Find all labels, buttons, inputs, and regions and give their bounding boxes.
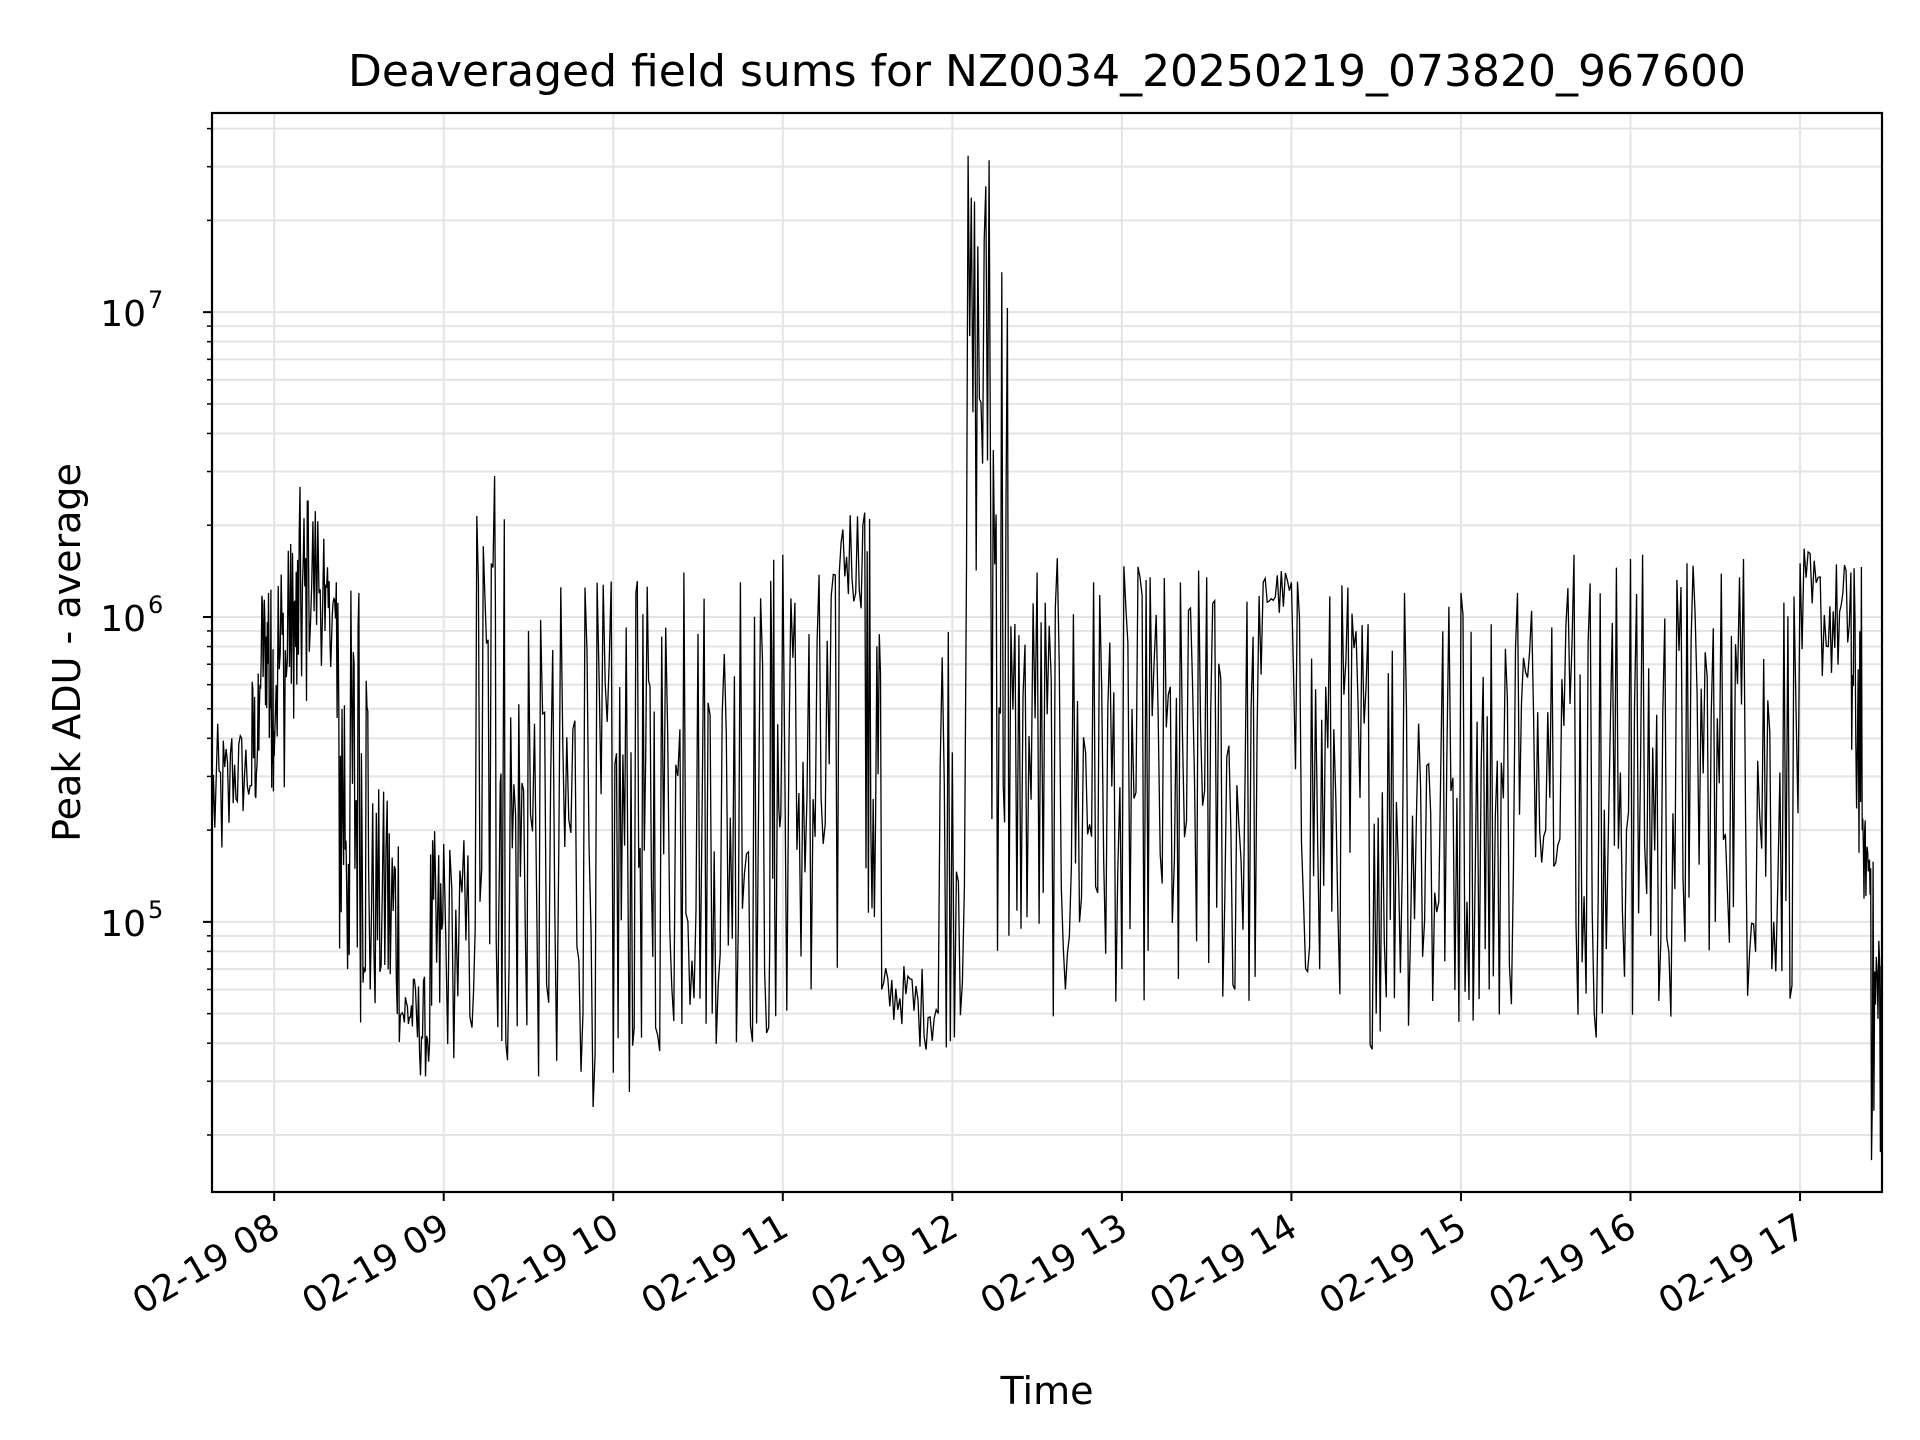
y-axis-label: Peak ADU - average	[45, 463, 89, 842]
y-tick-exponent: 7	[148, 286, 163, 314]
plot-frame	[210, 111, 1884, 1194]
y-tick-label: 10	[100, 904, 146, 945]
y-tick-exponent: 6	[148, 591, 163, 619]
data-series	[211, 155, 1883, 1161]
y-tick-label: 10	[100, 294, 146, 335]
x-axis-label: Time	[1000, 1369, 1094, 1413]
chart-title: Deaveraged field sums for NZ0034_2025021…	[348, 46, 1746, 97]
y-tick-label: 10	[100, 599, 146, 640]
y-tick-exponent: 5	[148, 896, 163, 924]
series-line	[211, 155, 1883, 1161]
